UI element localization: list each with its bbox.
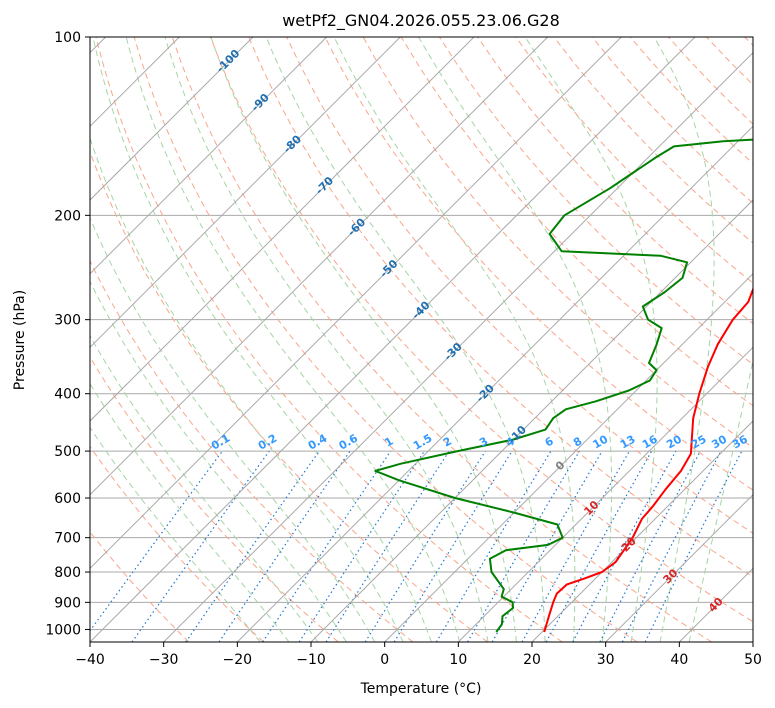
moist-adiabat xyxy=(653,37,715,642)
y-tick-label: 800 xyxy=(54,565,81,581)
dry-adiabat xyxy=(248,37,753,578)
pressure-gridlines xyxy=(90,37,753,630)
mixing-ratio-line xyxy=(218,450,351,642)
mixing-ratio-line xyxy=(262,450,392,642)
mixing-ratio-line xyxy=(185,450,320,642)
x-axis: −40 −30 −20 −10 0 10 20 30 40 50 xyxy=(75,642,762,668)
x-tick-label: 30 xyxy=(597,652,615,668)
dry-adiabat xyxy=(515,37,753,284)
moist-adiabat xyxy=(90,334,319,642)
mixing-ratio-line xyxy=(325,450,450,642)
isotherm-line xyxy=(531,420,753,642)
x-axis-title: Temperature (°C) xyxy=(360,681,482,697)
y-tick-label: 700 xyxy=(54,531,81,547)
isotherms xyxy=(90,37,753,642)
mixing-ratio-line xyxy=(435,450,552,642)
isotherm-line xyxy=(236,125,753,642)
x-tick-label: −20 xyxy=(223,652,253,668)
y-tick-label: 300 xyxy=(54,313,81,329)
y-axis-title: Pressure (hPa) xyxy=(12,290,28,390)
x-tick-label: 20 xyxy=(523,652,541,668)
y-axis: 1000 900 800 700 600 500 400 300 200 100 xyxy=(45,30,90,638)
dry-adiabat xyxy=(171,37,712,642)
moist-adiabat xyxy=(125,37,461,642)
dry-adiabat xyxy=(210,37,753,623)
dewpoint-profile xyxy=(374,138,753,633)
moist-adiabat xyxy=(688,358,753,642)
dry-adiabat xyxy=(286,37,753,534)
y-tick-label: 600 xyxy=(54,491,81,507)
moist-adiabat xyxy=(418,37,613,642)
dry-adiabat xyxy=(95,37,563,642)
isotherm-line xyxy=(90,37,254,201)
isotherm-line xyxy=(90,37,401,349)
temperature-profile xyxy=(543,287,753,633)
x-tick-label: 50 xyxy=(744,652,762,668)
y-tick-label: 200 xyxy=(54,208,81,224)
x-tick-label: 10 xyxy=(449,652,467,668)
mixing-ratio-line xyxy=(466,450,580,642)
y-tick-label: 900 xyxy=(54,595,81,611)
moist-adiabat xyxy=(524,37,658,642)
y-tick-label: 100 xyxy=(54,30,81,46)
isotherm-line xyxy=(310,199,753,642)
x-tick-label: −30 xyxy=(149,652,179,668)
isotherm-line xyxy=(90,37,549,496)
x-tick-label: −40 xyxy=(75,652,105,668)
moist-adiabat xyxy=(90,382,290,642)
x-tick-label: 40 xyxy=(670,652,688,668)
moist-adiabat xyxy=(90,280,347,642)
moist-adiabat xyxy=(90,136,404,642)
dry-adiabat xyxy=(90,445,264,642)
mixing-ratio-line xyxy=(599,450,702,642)
mixing-ratio-line xyxy=(364,450,486,642)
mixing-ratio-line xyxy=(572,450,677,642)
moist-adiabat xyxy=(92,37,432,642)
dry-adiabat xyxy=(90,259,414,642)
isotherm-line xyxy=(457,346,753,642)
isotherm-line xyxy=(605,493,753,642)
isotherm-line xyxy=(90,37,475,422)
y-tick-label: 400 xyxy=(54,387,81,403)
isotherm-line xyxy=(163,51,753,642)
y-tick-label: 1000 xyxy=(45,622,81,638)
moist-adiabat xyxy=(90,426,261,642)
plot-area xyxy=(90,37,753,642)
chart-title: wetPf2_GN04.2026.055.23.06.G28 xyxy=(282,11,560,31)
moist-adiabat xyxy=(210,37,517,642)
dry-adiabat xyxy=(133,37,638,642)
x-tick-label: 0 xyxy=(380,652,389,668)
dry-adiabat xyxy=(324,37,753,491)
moist-adiabat xyxy=(265,37,546,642)
isotherm-line xyxy=(90,37,622,570)
moist-adiabat xyxy=(333,37,576,642)
moist-adiabat xyxy=(90,216,376,642)
profile-series xyxy=(374,138,753,633)
mixing-ratio-line xyxy=(298,450,425,642)
isotherm-line xyxy=(90,37,696,642)
y-tick-label: 500 xyxy=(54,444,81,460)
x-tick-label: −10 xyxy=(296,652,326,668)
plot-frame xyxy=(89,36,754,643)
isotherm-line xyxy=(384,272,753,642)
isotherm-line xyxy=(90,37,328,275)
dry-adiabats xyxy=(90,37,753,642)
